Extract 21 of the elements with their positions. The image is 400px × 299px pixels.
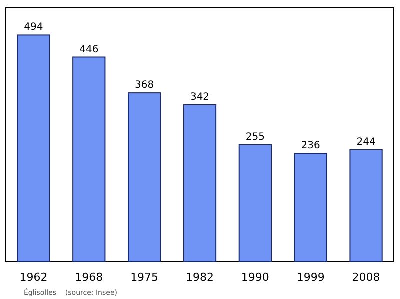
x-tick-label: 1962 (20, 271, 48, 284)
x-tick-label: 1968 (75, 271, 104, 284)
bar (350, 149, 383, 262)
bar (72, 56, 106, 262)
data-label: 255 (246, 132, 265, 143)
data-label: 244 (356, 136, 376, 148)
bar (128, 92, 162, 262)
x-tick-label: 1982 (186, 271, 214, 284)
data-label: 446 (80, 44, 99, 56)
x-tick-label: 1975 (130, 271, 159, 284)
data-label: 494 (24, 22, 44, 34)
data-label: 368 (135, 80, 154, 92)
data-label: 236 (301, 140, 320, 152)
bar (183, 104, 217, 262)
x-tick-label: 1999 (296, 271, 325, 284)
bar (294, 153, 328, 262)
bar (238, 144, 272, 262)
bar (17, 34, 50, 262)
x-tick-label: 1990 (241, 271, 270, 284)
data-label: 342 (190, 92, 210, 103)
x-tick-label: 2008 (352, 271, 380, 284)
